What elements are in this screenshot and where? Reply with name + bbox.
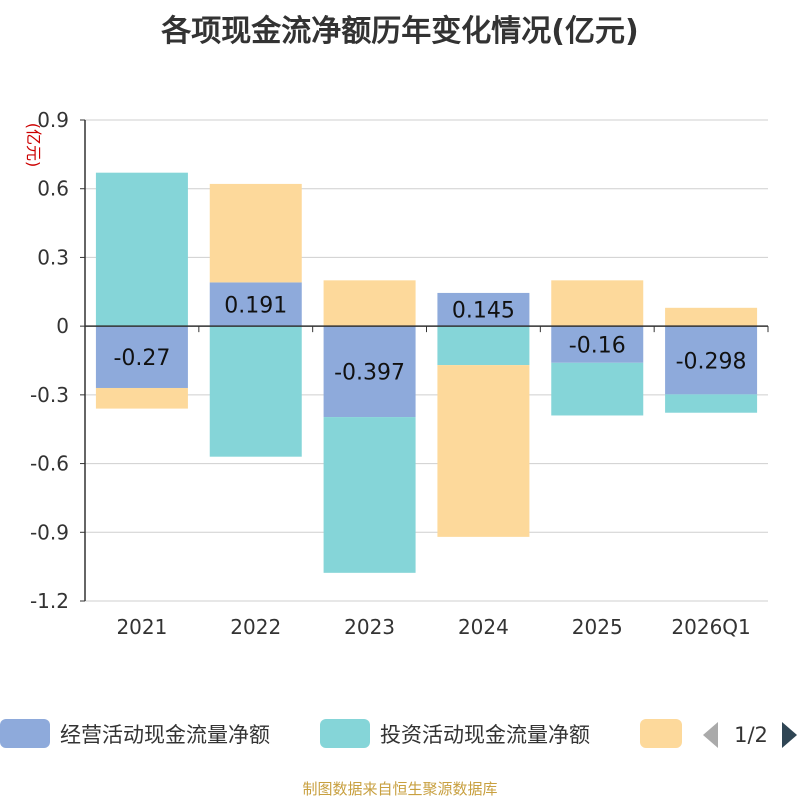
legend-label[interactable]: 经营活动现金流量净额	[60, 723, 270, 747]
x-tick-label: 2024	[458, 615, 509, 639]
bar-value-label: 0.145	[452, 299, 515, 324]
bar-value-label: 0.191	[224, 293, 287, 318]
bar-segment[interactable]	[665, 307, 758, 327]
bar-segment[interactable]	[323, 280, 416, 327]
legend-prev-page-icon[interactable]	[703, 722, 718, 748]
y-tick-label: -1.2	[30, 589, 69, 613]
x-tick-label: 2023	[344, 615, 395, 639]
bar-segment[interactable]	[437, 365, 530, 537]
chart-title: 各项现金流净额历年变化情况(亿元)	[161, 14, 639, 49]
legend-page-indicator: 1/2	[734, 723, 768, 747]
bar-segment[interactable]	[551, 326, 644, 363]
bar-segment[interactable]	[95, 387, 188, 409]
x-tick-label: 2022	[230, 615, 281, 639]
y-tick-label: 0.6	[37, 177, 69, 201]
legend-swatch[interactable]	[320, 719, 370, 748]
bar-segment[interactable]	[437, 292, 530, 327]
bar-value-label: -0.27	[113, 346, 170, 371]
bar-value-label: -0.298	[676, 349, 747, 374]
bar-segment[interactable]	[95, 326, 188, 388]
x-tick-label: 2025	[572, 615, 623, 639]
bar-segment[interactable]	[665, 326, 758, 395]
bar-value-label: -0.397	[334, 361, 405, 386]
y-tick-label: 0	[56, 314, 69, 338]
bar-value-label: -0.16	[569, 333, 626, 358]
bar-segment[interactable]	[551, 280, 644, 327]
y-tick-label: -0.3	[30, 383, 69, 407]
axes: 2021 2022 2023 2024 2025 2026Q1	[84, 120, 769, 639]
y-tick-label: -0.9	[30, 520, 69, 544]
bar-segment[interactable]	[209, 183, 302, 283]
x-tick-label: 2021	[116, 615, 167, 639]
x-tick-label: 2026Q1	[671, 615, 750, 639]
bar-segment[interactable]	[323, 417, 416, 573]
legend[interactable]: 经营活动现金流量净额 投资活动现金流量净额 1/2	[0, 719, 797, 748]
bars	[95, 172, 758, 573]
bar-segment[interactable]	[323, 326, 416, 418]
legend-label[interactable]: 投资活动现金流量净额	[380, 723, 590, 747]
y-axis-unit-label: (亿元)	[24, 123, 43, 168]
legend-next-page-icon[interactable]	[782, 722, 797, 748]
grid-lines: 0.9 0.6 0.3 0 -0.3 -0.6 -0.9 -1.2	[30, 108, 768, 613]
bar-segment[interactable]	[209, 282, 302, 327]
bar-segment[interactable]	[437, 326, 530, 366]
legend-swatch[interactable]	[0, 719, 50, 748]
y-tick-label: -0.6	[30, 452, 69, 476]
data-labels: -0.27 0.191 -0.397 0.145 -0.16 -0.298	[113, 293, 746, 385]
bar-segment[interactable]	[209, 326, 302, 457]
bar-segment[interactable]	[551, 362, 644, 416]
y-tick-label: 0.3	[37, 245, 69, 269]
bar-segment[interactable]	[95, 172, 188, 327]
data-source-footer: 制图数据来自恒生聚源数据库	[302, 780, 498, 798]
legend-swatch[interactable]	[640, 719, 682, 748]
y-tick-label: 0.9	[37, 108, 69, 132]
bar-segment[interactable]	[665, 394, 758, 413]
